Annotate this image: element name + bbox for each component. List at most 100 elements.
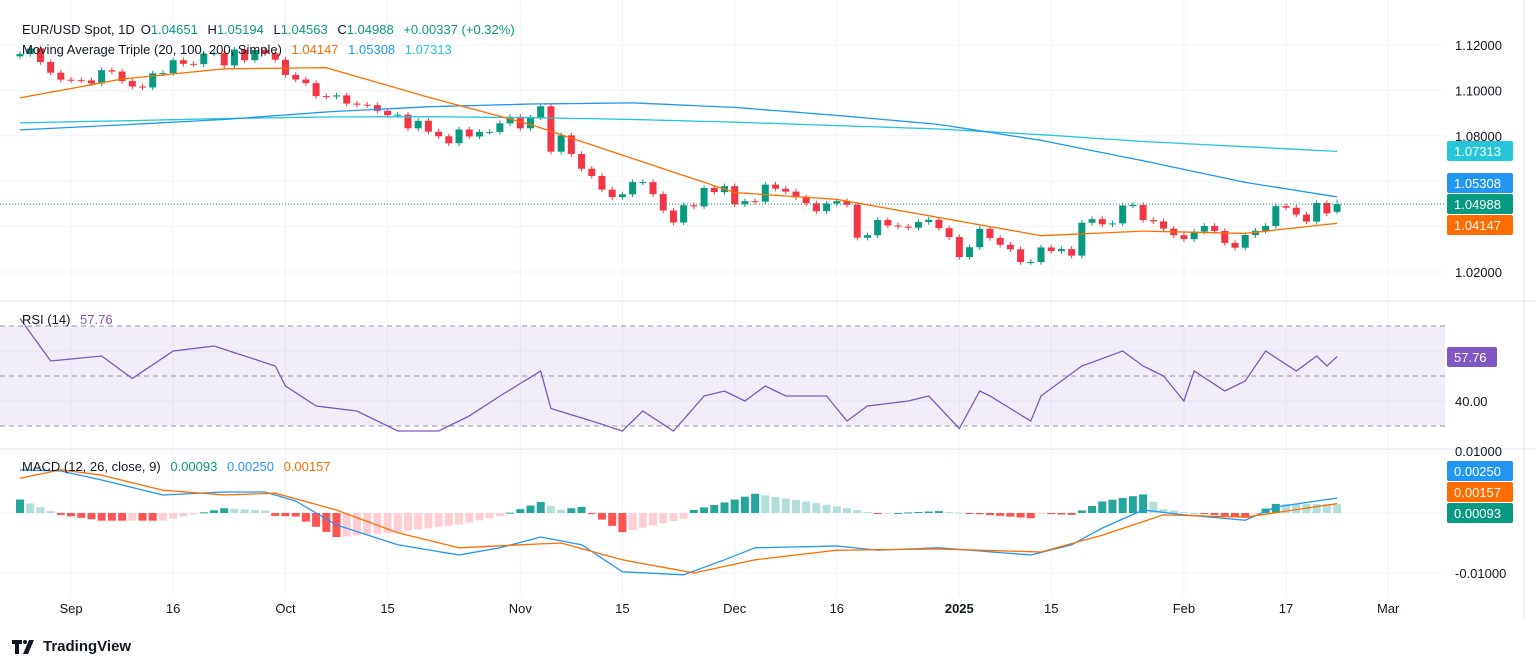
candle-body <box>36 48 44 63</box>
macd-histogram-bar <box>1067 513 1076 515</box>
macd-histogram-bar <box>894 512 903 514</box>
candle-body <box>1006 244 1014 250</box>
macd-histogram-bar <box>1220 513 1229 516</box>
candle-body <box>823 203 831 212</box>
candle-body <box>1221 230 1229 243</box>
macd-histogram-bar <box>710 504 719 513</box>
candle-body <box>710 188 718 193</box>
candle-body <box>608 189 616 198</box>
macd-histogram-bar <box>1282 503 1291 513</box>
time-tick-label: Nov <box>509 601 533 616</box>
candle-body <box>935 219 943 229</box>
ma100-line <box>19 102 1338 198</box>
candle-body <box>955 237 963 258</box>
macd-histogram-bar <box>1026 513 1035 519</box>
candle-body <box>669 210 677 223</box>
candle-body <box>394 114 402 116</box>
candle-body <box>312 83 320 97</box>
macd-histogram-bar <box>536 501 545 513</box>
macd-histogram-bar <box>342 513 351 537</box>
time-tick-label: 15 <box>380 601 394 616</box>
macd-histogram-bar <box>1139 494 1148 513</box>
rsi-legend[interactable]: RSI (14) 57.76 <box>22 312 119 327</box>
candle-body <box>77 80 85 82</box>
candle-body <box>914 222 922 228</box>
price-change: +0.00337 (+0.32%) <box>403 22 515 37</box>
rsi-level-lines <box>0 325 1445 427</box>
candle-body <box>731 186 739 205</box>
macd-histogram-bar <box>199 512 208 514</box>
candle-body <box>475 131 483 137</box>
candle-body <box>1057 249 1065 252</box>
ma200-line <box>19 116 1338 153</box>
candle-body <box>1139 205 1147 221</box>
macd-histogram-bar <box>475 513 484 521</box>
candle-body <box>1119 205 1127 224</box>
candle-body <box>87 80 95 84</box>
macd-histogram-bar <box>1098 501 1107 513</box>
candle-body <box>1160 221 1168 229</box>
candle-body <box>353 103 361 105</box>
candle-body <box>210 53 218 55</box>
macd-histogram-bar <box>56 513 65 515</box>
price-axis[interactable]: 1.12000 1.10000 1.08000 1.02000 40.00 0.01000… <box>1447 38 1513 581</box>
macd-histogram-bar <box>1179 512 1188 514</box>
candle-body <box>1272 206 1280 226</box>
macd-histogram-bar <box>822 504 831 513</box>
macd-histogram-bar <box>1312 504 1321 513</box>
candle-body <box>598 175 606 190</box>
brand-name: TradingView <box>43 638 132 655</box>
candle-body <box>516 116 524 129</box>
macd-histogram-bar <box>281 513 290 517</box>
candle-body <box>894 225 902 227</box>
candle-body <box>281 59 289 75</box>
time-tick-label: 16 <box>830 601 844 616</box>
candle-body <box>976 228 984 248</box>
candle-body <box>190 63 198 65</box>
ma200-value: 1.07313 <box>404 42 452 57</box>
candle-body <box>527 117 534 129</box>
macd-histogram-bar <box>158 513 167 521</box>
candle-body <box>271 53 279 60</box>
macd-histogram-bar <box>843 508 852 513</box>
candles <box>0 45 1445 265</box>
candle-body <box>1241 234 1249 248</box>
candle-body <box>1200 225 1208 232</box>
ma200-badge <box>1447 141 1513 161</box>
ma200-badge-label: 1.07313 <box>1454 144 1501 159</box>
macd-histogram-bar <box>67 513 76 517</box>
macd-histogram-bar <box>608 513 617 526</box>
macd-histogram-bar <box>495 513 504 517</box>
tradingview-logo[interactable]: TradingView <box>12 638 131 655</box>
macd-histogram-bar <box>107 513 116 521</box>
candle-body <box>506 116 514 124</box>
candle-body <box>16 54 24 57</box>
time-axis[interactable]: Sep 16 Oct 15 Nov 15 Dec 16 2025 15 Feb 17 Mar <box>59 601 1400 616</box>
macd-histogram-bar <box>363 513 372 535</box>
macd-histogram-bar <box>179 513 188 517</box>
macd-histogram-bar <box>853 510 862 513</box>
candle-body <box>649 182 657 195</box>
candle-body <box>1211 225 1219 231</box>
macd-signal-line <box>19 469 1338 574</box>
candle-body <box>1282 206 1290 208</box>
macd-histogram-bar <box>546 505 555 513</box>
candle-body <box>128 81 136 87</box>
candle-body <box>1302 214 1310 222</box>
macd-histogram-bar <box>1118 497 1127 513</box>
candle-body <box>986 228 994 238</box>
candle-body <box>904 226 912 228</box>
macd-histogram-bar <box>781 498 790 513</box>
macd-histogram-bar <box>301 513 310 522</box>
candle-body <box>251 49 259 61</box>
candle-body <box>863 235 871 238</box>
macd-legend[interactable]: MACD (12, 26, close, 9) 0.00093 0.00250 … <box>22 459 337 474</box>
candle-body <box>292 74 300 80</box>
signal-badge <box>1447 482 1513 502</box>
ma-title: Moving Average Triple (20, 100, 200, Sim… <box>22 42 282 57</box>
ma-legend[interactable]: Moving Average Triple (20, 100, 200, Sim… <box>22 42 458 57</box>
candle-body <box>1292 207 1300 215</box>
macd-histogram-bar <box>1241 513 1250 518</box>
time-tick-label: 16 <box>166 601 180 616</box>
